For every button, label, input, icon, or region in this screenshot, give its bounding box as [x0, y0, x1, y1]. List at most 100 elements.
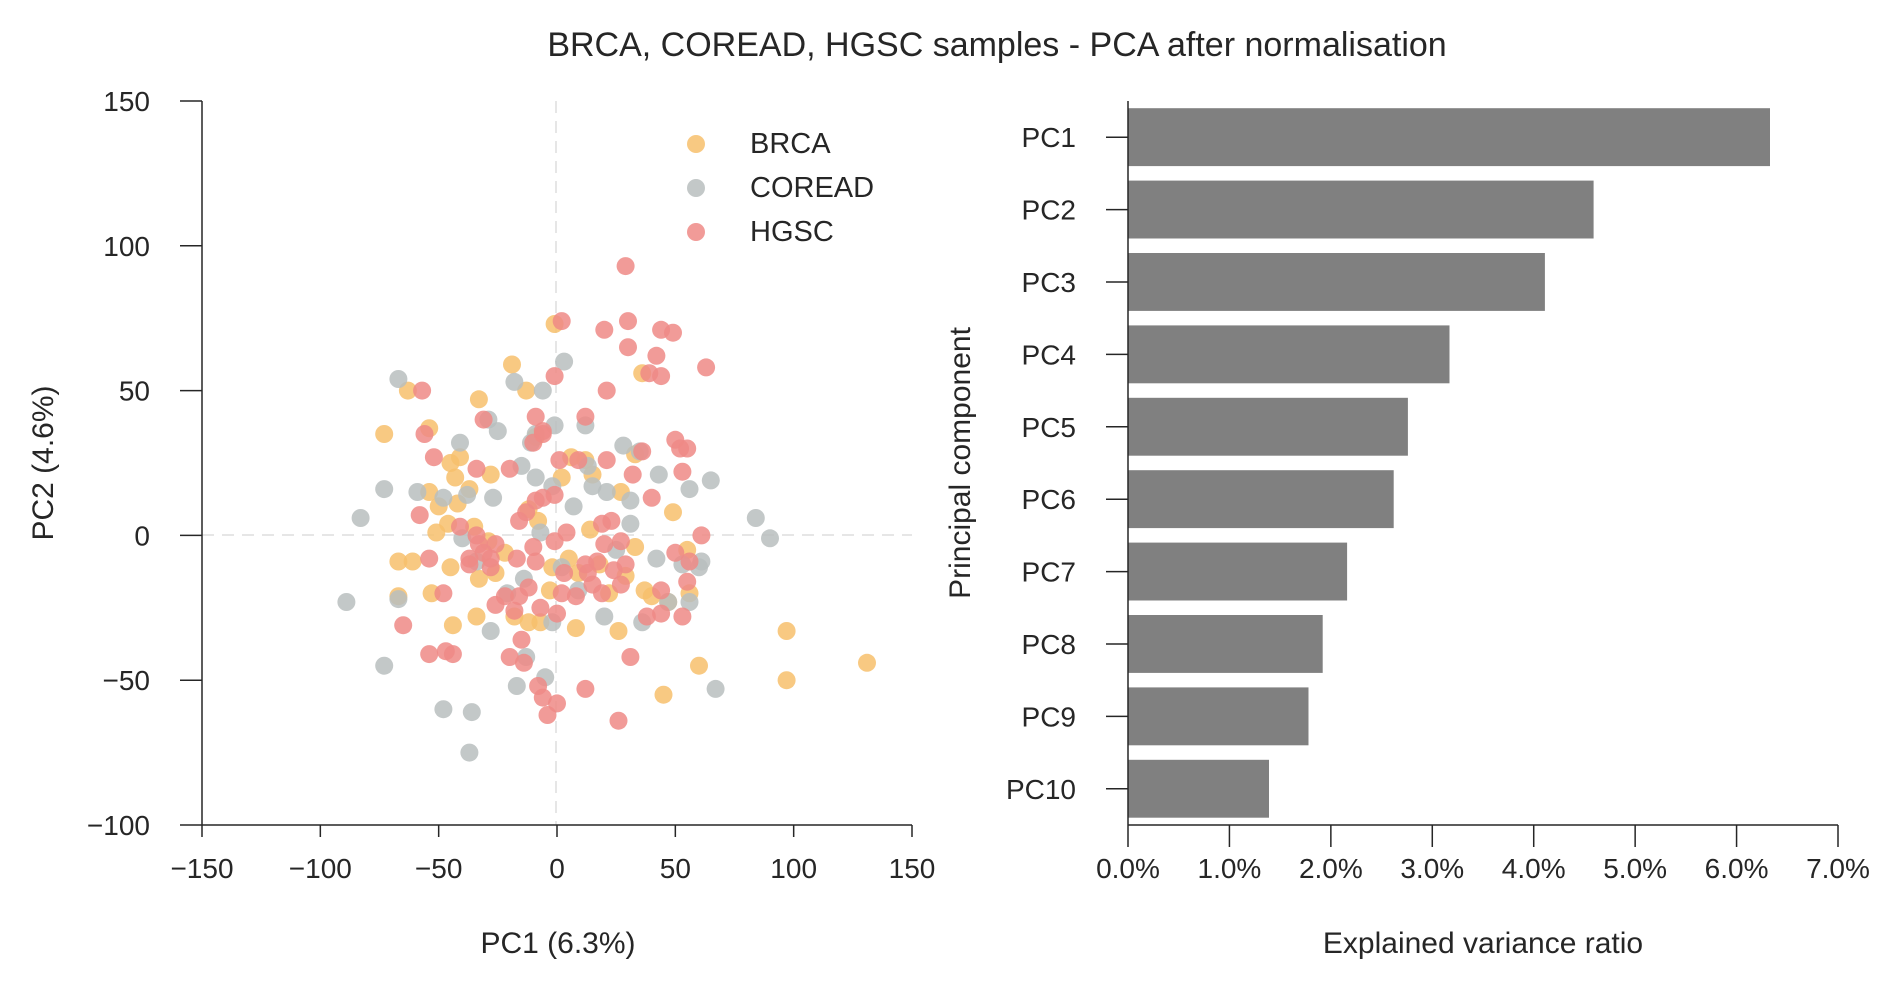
- scatter-point-hgsc: [597, 451, 616, 470]
- scatter-point-hgsc: [514, 653, 533, 672]
- scatter-point-hgsc: [512, 630, 531, 649]
- scatter-y-ticks: 150 100 50 0 −50 −100: [87, 86, 202, 841]
- scatter-point-hgsc: [595, 320, 614, 339]
- scatter-point-coread: [706, 679, 725, 698]
- scatter-point-coread: [488, 422, 507, 441]
- scatter-point-coread: [481, 622, 500, 640]
- bar-x-tick-label: 2.0%: [1299, 853, 1363, 884]
- scatter-point-coread: [337, 593, 356, 611]
- bar-category-label: PC10: [1006, 774, 1076, 805]
- scatter-y-tick-label: −100: [87, 810, 150, 841]
- scatter-point-hgsc: [526, 552, 545, 571]
- variance-bars: [1128, 108, 1770, 818]
- scatter-point-coread: [621, 491, 640, 510]
- scatter-x-tick-label: −150: [170, 853, 233, 884]
- scatter-point-brca: [427, 523, 446, 542]
- scatter-point-hgsc: [394, 616, 413, 635]
- scatter-point-brca: [467, 607, 486, 626]
- scatter-point-brca: [503, 355, 521, 374]
- scatter-point-hgsc: [545, 532, 564, 551]
- scatter-point-brca: [858, 653, 876, 672]
- scatter-point-hgsc: [410, 506, 429, 525]
- scatter-point-hgsc: [678, 572, 697, 591]
- bar-category-label: PC8: [1022, 629, 1076, 660]
- scatter-point-brca: [469, 390, 488, 409]
- scatter-point-brca: [777, 622, 796, 640]
- scatter-point-hgsc: [460, 549, 479, 568]
- bar-pc2: [1128, 180, 1594, 239]
- scatter-point-hgsc: [548, 604, 566, 623]
- scatter-point-hgsc: [633, 442, 652, 461]
- bar-x-tick-label: 7.0%: [1806, 853, 1870, 884]
- scatter-point-hgsc: [597, 381, 616, 400]
- scatter-point-hgsc: [637, 607, 656, 626]
- scatter-point-coread: [649, 465, 668, 484]
- scatter-point-coread: [614, 436, 633, 455]
- scatter-x-tick-label: −100: [289, 853, 352, 884]
- scatter-point-hgsc: [531, 598, 550, 617]
- scatter-point-hgsc: [673, 462, 692, 481]
- scatter-y-tick-label: 0: [134, 520, 150, 551]
- scatter-point-coread: [680, 593, 699, 611]
- scatter-point-hgsc: [526, 407, 545, 426]
- scatter-point-hgsc: [467, 459, 486, 478]
- scatter-point-brca: [403, 552, 422, 571]
- scatter-points: [337, 257, 876, 762]
- scatter-x-tick-label: 0: [549, 853, 565, 884]
- scatter-point-hgsc: [545, 485, 564, 504]
- scatter-x-axis-label: PC1 (6.3%): [480, 927, 635, 960]
- scatter-point-coread: [531, 523, 550, 542]
- bar-category-label: PC9: [1022, 701, 1076, 732]
- scatter-point-hgsc: [500, 648, 519, 666]
- scatter-point-coread: [647, 549, 666, 568]
- scatter-x-tick-label: 50: [660, 853, 691, 884]
- scatter-point-hgsc: [595, 535, 614, 554]
- scatter-point-hgsc: [505, 601, 524, 620]
- scatter-point-hgsc: [611, 575, 630, 594]
- scatter-point-coread: [434, 700, 453, 719]
- scatter-point-hgsc: [420, 549, 439, 568]
- legend-coread-marker: [687, 179, 705, 197]
- bar-x-tick-label: 0.0%: [1096, 853, 1160, 884]
- scatter-point-hgsc: [611, 532, 630, 551]
- scatter-point-hgsc: [569, 451, 588, 470]
- scatter-point-brca: [664, 503, 682, 522]
- scatter-point-hgsc: [619, 338, 637, 357]
- bar-x-tick-label: 1.0%: [1198, 853, 1262, 884]
- scatter-point-hgsc: [548, 694, 566, 713]
- scatter-point-hgsc: [510, 511, 529, 530]
- scatter-point-hgsc: [413, 381, 432, 400]
- scatter-point-hgsc: [545, 367, 564, 386]
- scatter-point-hgsc: [619, 312, 637, 331]
- scatter-point-coread: [555, 352, 574, 371]
- bar-category-label: PC5: [1022, 412, 1076, 443]
- scatter-point-coread: [434, 488, 453, 507]
- scatter-point-coread: [526, 468, 545, 487]
- bar-pc7: [1128, 542, 1348, 601]
- scatter-point-brca: [777, 671, 796, 690]
- legend-hgsc-marker: [687, 223, 705, 241]
- scatter-point-hgsc: [576, 679, 595, 698]
- scatter-point-hgsc: [642, 488, 661, 507]
- scatter-point-coread: [761, 529, 779, 548]
- scatter-point-coread: [746, 509, 765, 527]
- scatter-point-coread: [375, 480, 394, 499]
- scatter-point-hgsc: [609, 711, 628, 730]
- bar-x-tick-label: 4.0%: [1502, 853, 1566, 884]
- scatter-point-hgsc: [474, 410, 493, 429]
- scatter-point-coread: [597, 483, 616, 501]
- bar-x-axis-label: Explained variance ratio: [1323, 927, 1643, 960]
- scatter-point-brca: [375, 425, 394, 443]
- scatter-point-coread: [460, 743, 479, 762]
- bar-category-label: PC7: [1022, 557, 1076, 588]
- scatter-point-hgsc: [533, 688, 552, 707]
- scatter-legend: BRCA COREAD HGSC: [687, 128, 874, 248]
- scatter-y-tick-label: 150: [103, 86, 150, 117]
- scatter-point-hgsc: [664, 323, 682, 342]
- scatter-point-brca: [626, 538, 645, 556]
- bar-x-tick-label: 5.0%: [1603, 853, 1667, 884]
- bar-category-label: PC3: [1022, 267, 1076, 298]
- scatter-point-coread: [389, 590, 408, 609]
- scatter-point-hgsc: [495, 587, 514, 606]
- scatter-point-brca: [446, 468, 465, 487]
